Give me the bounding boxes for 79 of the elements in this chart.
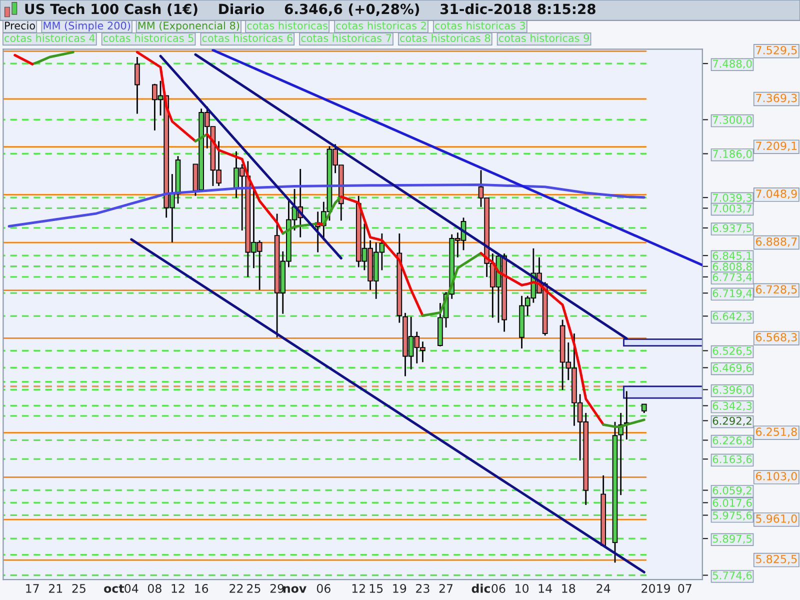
y-tick-label: 6.808,8 (712, 262, 752, 272)
y-tick-label: 7.039,3 (712, 194, 752, 203)
y-tick-label: 6.937,5 (712, 224, 752, 234)
y-tick-label: 5.975,6 (712, 511, 752, 520)
x-tick-label: 24 (596, 584, 610, 593)
text: Precio (5, 21, 35, 30)
x-tick-label: 08 (148, 584, 162, 593)
y-tick-label: 6.469,6 (712, 364, 752, 373)
chart-title: US Tech 100 Cash (1€) Diario 6.346,6 (+0,28%) 31-dic-2018 8:15:28 (25, 3, 596, 16)
ref-line-label: 7.529,5 (756, 46, 797, 56)
line-series (206, 133, 284, 235)
text: cotas historicas 9 (498, 34, 589, 42)
x-tick-label: 14 (538, 584, 552, 593)
x-tick-label: 22 (230, 584, 243, 593)
x-tick-label: nov (283, 586, 306, 593)
y-tick-label: 6.163,6 (712, 455, 752, 464)
x-tick-label: 18 (562, 584, 576, 593)
x-tick-label: dic (472, 584, 490, 593)
line-series (31, 50, 74, 66)
x-tick-label: 19 (393, 584, 406, 593)
y-tick-label: 6.845,1 (712, 252, 752, 261)
x-tick-label: 23 (416, 584, 430, 593)
y-tick-label: 5.897,5 (712, 534, 752, 544)
line-series (480, 252, 605, 426)
text: cotas historicas 5 (103, 34, 194, 42)
y-tick-label: 7.186,0 (712, 150, 752, 159)
x-tick-label: 25 (72, 584, 86, 593)
x-tick-label: oct (104, 584, 124, 593)
x-tick-label: 29 (270, 584, 284, 593)
text: cotas historicas 4 (4, 34, 95, 42)
text: cotas historicas 7 (301, 34, 392, 42)
x-tick-label: 17 (26, 584, 39, 593)
y-tick-label: 6.773,4 (712, 273, 752, 282)
text: cotas historicas 8 (400, 34, 490, 42)
x-tick-label: 15 (370, 584, 383, 593)
text: cotas historicas 6 (202, 34, 292, 42)
y-tick-label: 7.488,0 (712, 60, 752, 69)
y-tick-label: 6.292,2 (712, 416, 752, 426)
ref-line-label: 7.209,1 (756, 142, 797, 152)
x-tick-label: 04 (124, 584, 138, 593)
y-tick-label: 6.342,3 (712, 402, 752, 411)
ref-line-label: 6.103,0 (756, 472, 797, 482)
text: MM (Exponencial 8) (138, 21, 240, 32)
x-tick-label: 16 (195, 584, 208, 593)
line-series (421, 252, 482, 317)
y-tick-label: 6.526,5 (712, 346, 752, 356)
y-tick-label: 6.226,8 (712, 436, 752, 446)
x-tick-label: 06 (492, 584, 506, 593)
x-tick-label: 12 (172, 584, 184, 593)
y-tick-label: 6.642,3 (712, 312, 752, 322)
x-tick-label: 25 (247, 584, 260, 593)
y-tick-label: 6.719,4 (712, 289, 752, 298)
y-tick-label: 5.774,6 (712, 571, 752, 580)
ref-line-label: 5.961,0 (756, 514, 797, 524)
x-tick-label: 21 (48, 584, 62, 593)
x-tick-label: 06 (316, 584, 330, 593)
y-tick-label: 6.396,0 (712, 386, 752, 395)
y-tick-label: 6.017,6 (712, 498, 752, 508)
x-tick-label: 2019 (642, 584, 670, 593)
text: MM (Simple 200) (44, 21, 130, 32)
x-tick-label: 27 (439, 584, 453, 593)
line-series (136, 50, 197, 142)
text: cotas historicas 3 (435, 21, 526, 30)
x-tick-label: 07 (678, 584, 692, 593)
text: cotas historicas 2 (336, 21, 426, 30)
y-tick-label: 7.300,0 (712, 116, 752, 125)
ref-line-label: 6.568,3 (756, 333, 797, 343)
candlestick (134, 56, 140, 114)
ref-line-label: 5.825,5 (756, 554, 797, 564)
y-tick-label: 6.059,2 (712, 486, 752, 496)
text: cotas historicas (247, 21, 328, 30)
y-tick-label: 7.003,7 (712, 204, 752, 214)
ref-line-label: 6.728,5 (756, 285, 797, 295)
x-tick-label: 12 (352, 584, 365, 593)
ref-line-label: 7.369,3 (756, 94, 797, 104)
ref-line-label: 7.048,9 (756, 189, 797, 200)
ref-line-label: 6.888,7 (756, 237, 797, 247)
x-tick-label: 10 (516, 584, 528, 593)
ref-line-label: 6.251,8 (756, 428, 797, 438)
